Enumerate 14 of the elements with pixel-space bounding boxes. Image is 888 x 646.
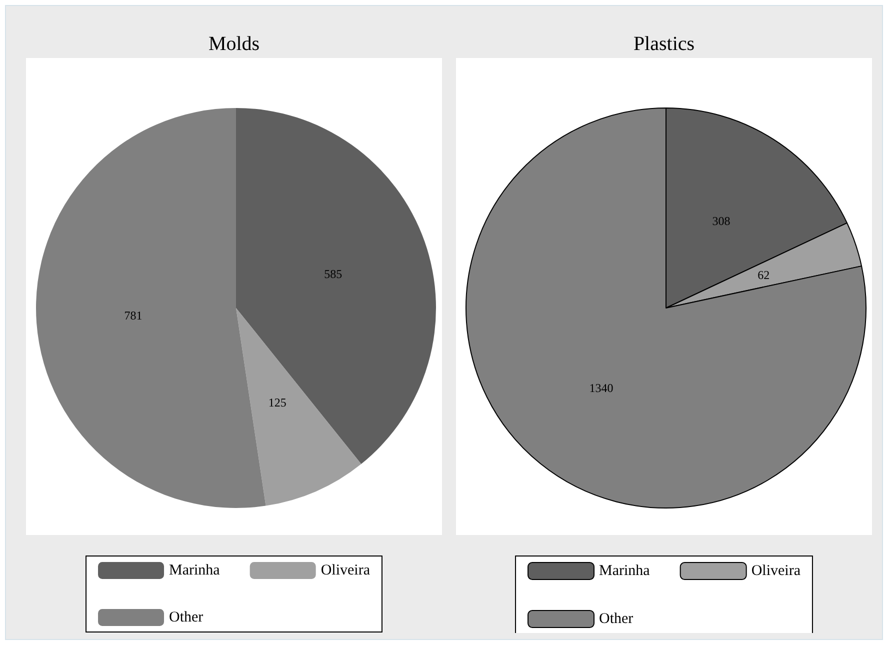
legend-label: Oliveira	[751, 563, 801, 579]
legend-label: Marinha	[169, 562, 220, 578]
data-label: 1340	[589, 381, 614, 396]
legend-label: Other	[169, 610, 204, 626]
chart-title: Plastics	[633, 33, 695, 55]
legend-label: Other	[599, 611, 634, 627]
legend-label: Marinha	[599, 563, 650, 579]
chart-title: Molds	[208, 33, 260, 55]
data-label: 62	[758, 268, 770, 282]
data-label: 781	[124, 308, 142, 323]
legend-label: Oliveira	[320, 562, 370, 578]
data-label: 125	[268, 395, 286, 410]
data-label: 308	[712, 214, 730, 228]
data-label: 585	[324, 266, 342, 281]
